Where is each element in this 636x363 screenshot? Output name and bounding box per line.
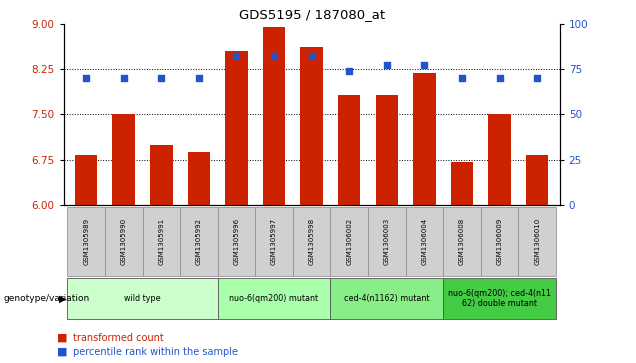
Bar <box>188 152 210 205</box>
Point <box>156 75 167 81</box>
Bar <box>225 51 248 205</box>
Point <box>194 75 204 81</box>
Text: GSM1305996: GSM1305996 <box>233 218 240 265</box>
Bar <box>300 46 323 205</box>
Title: GDS5195 / 187080_at: GDS5195 / 187080_at <box>238 8 385 21</box>
Bar <box>488 114 511 205</box>
Point <box>382 62 392 68</box>
Bar <box>443 207 481 276</box>
Point <box>457 75 467 81</box>
Text: ▶: ▶ <box>59 294 66 303</box>
Bar <box>413 73 436 205</box>
Text: GSM1306009: GSM1306009 <box>497 218 502 265</box>
Bar <box>150 144 172 205</box>
Text: GSM1305997: GSM1305997 <box>271 218 277 265</box>
Text: ced-4(n1162) mutant: ced-4(n1162) mutant <box>344 294 429 303</box>
Text: nuo-6(qm200) mutant: nuo-6(qm200) mutant <box>230 294 319 303</box>
Bar <box>75 155 97 205</box>
Bar <box>338 95 361 205</box>
Point <box>232 53 242 59</box>
Text: GSM1305990: GSM1305990 <box>121 218 127 265</box>
Point <box>81 75 91 81</box>
Bar <box>67 207 105 276</box>
Bar <box>113 114 135 205</box>
Text: genotype/variation: genotype/variation <box>3 294 90 303</box>
Text: ■: ■ <box>57 333 68 343</box>
Bar <box>255 207 293 276</box>
Text: GSM1305998: GSM1305998 <box>308 218 315 265</box>
Bar <box>180 207 218 276</box>
Bar <box>331 278 443 319</box>
Point <box>494 75 504 81</box>
Text: GSM1305992: GSM1305992 <box>196 218 202 265</box>
Bar <box>526 155 548 205</box>
Text: GSM1306004: GSM1306004 <box>422 218 427 265</box>
Point <box>269 53 279 59</box>
Point <box>119 75 129 81</box>
Bar <box>67 278 218 319</box>
Bar <box>218 207 255 276</box>
Text: nuo-6(qm200); ced-4(n11
62) double mutant: nuo-6(qm200); ced-4(n11 62) double mutan… <box>448 289 551 308</box>
Bar <box>518 207 556 276</box>
Point <box>344 68 354 74</box>
Text: ■: ■ <box>57 347 68 357</box>
Bar <box>331 207 368 276</box>
Text: percentile rank within the sample: percentile rank within the sample <box>73 347 238 357</box>
Bar <box>375 95 398 205</box>
Point <box>532 75 543 81</box>
Text: GSM1306010: GSM1306010 <box>534 218 540 265</box>
Bar <box>406 207 443 276</box>
Text: GSM1305989: GSM1305989 <box>83 218 89 265</box>
Point <box>419 62 429 68</box>
Bar <box>218 278 331 319</box>
Bar <box>263 26 286 205</box>
Bar <box>142 207 180 276</box>
Text: transformed count: transformed count <box>73 333 164 343</box>
Text: GSM1305991: GSM1305991 <box>158 218 164 265</box>
Bar <box>481 207 518 276</box>
Text: wild type: wild type <box>124 294 161 303</box>
Bar <box>293 207 331 276</box>
Bar <box>443 278 556 319</box>
Text: GSM1306008: GSM1306008 <box>459 218 465 265</box>
Text: GSM1306003: GSM1306003 <box>384 218 390 265</box>
Text: GSM1306002: GSM1306002 <box>346 218 352 265</box>
Bar <box>368 207 406 276</box>
Point <box>307 53 317 59</box>
Bar <box>105 207 142 276</box>
Bar <box>451 162 473 205</box>
